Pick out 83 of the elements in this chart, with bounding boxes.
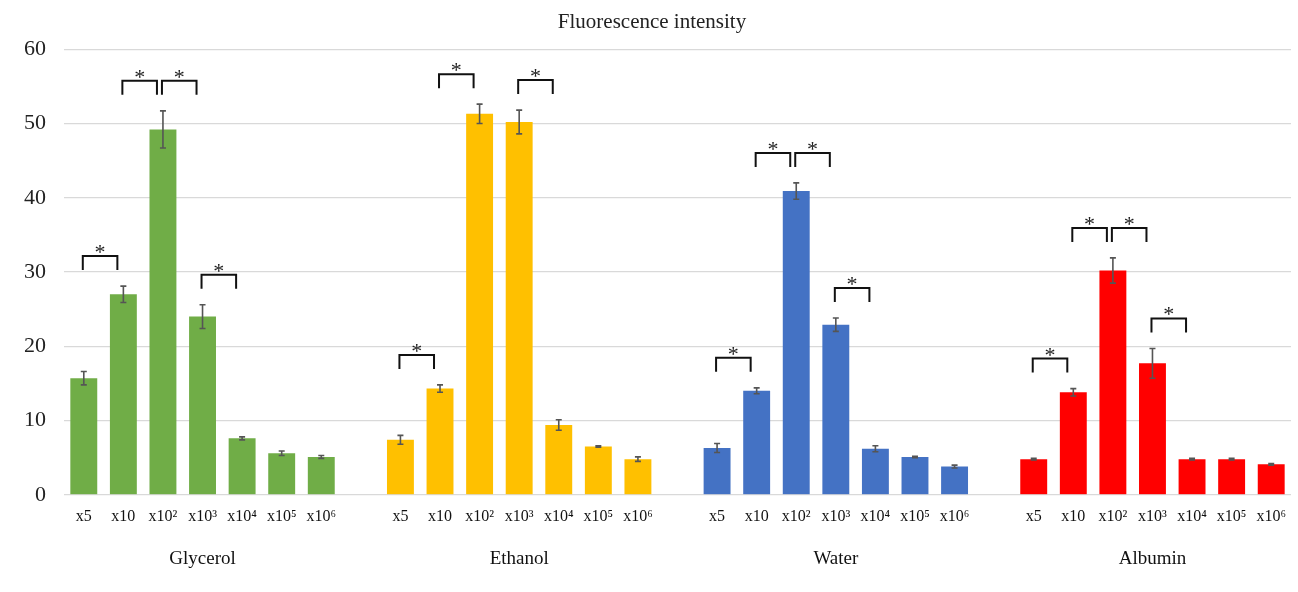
x-tick-label: x10⁴ [227,506,258,524]
bar [307,456,335,495]
annotation: * [213,257,225,283]
annotation: * [529,63,541,89]
chart-title: Fluorescence intensity [557,9,747,34]
bar [386,439,414,495]
x-tick-label: x10⁴ [543,506,574,524]
bar [268,453,296,495]
x-tick-label: x10³ [821,506,851,524]
bar [743,390,771,495]
bar [505,121,533,495]
y-tick-label: 0 [35,480,46,506]
bar [109,294,137,495]
text: Glycerol [169,546,236,568]
annotation: * [94,239,106,265]
bar [703,448,731,495]
x-tick-label: x10⁵ [266,506,297,524]
bar [70,378,98,495]
text: Water [813,546,859,568]
x-tick-label: x10³ [1138,506,1168,524]
annotation: * [807,135,819,161]
x-tick-label: x10 [744,506,769,524]
bar [822,324,850,495]
x-tick-label: x5 [75,506,92,524]
x-tick-label: x10² [1098,506,1128,524]
x-tick-label: x10⁶ [306,506,337,524]
x-tick-label: x10⁶ [1256,506,1286,524]
x-tick-label: x10² [148,506,178,524]
y-tick-label: 40 [24,183,46,209]
bar [545,424,573,495]
bar [1218,459,1246,495]
text: Albumin [1118,546,1187,568]
bar [1059,392,1087,495]
bar [1257,464,1285,495]
x-tick-label: x10³ [504,506,534,524]
annotation: * [767,135,779,161]
annotation: * [1044,341,1056,367]
annotation: * [727,340,739,366]
y-tick-label: 10 [24,406,46,432]
y-tick-label: 20 [24,332,46,358]
bar [1020,459,1048,495]
x-tick-label: x10⁵ [1216,506,1247,524]
bar [426,388,454,495]
bar [782,191,810,495]
x-tick-label: x10³ [188,506,218,524]
bar [466,113,494,495]
annotation: * [173,63,185,89]
x-tick-label: x10⁶ [939,506,970,524]
x-tick-label: x10² [465,506,495,524]
annotation: * [450,57,462,83]
x-tick-label: x10 [428,506,453,524]
bar [584,446,612,495]
x-tick-label: x10⁴ [860,506,891,524]
annotation: * [134,63,146,89]
x-tick-label: x10 [111,506,136,524]
bar [941,466,969,495]
annotation: * [411,337,423,363]
x-tick-label: x5 [709,506,726,524]
bar [901,456,929,495]
bar [861,448,889,495]
annotation: * [846,271,858,297]
annotation: * [1123,210,1135,236]
y-tick-label: 60 [24,34,46,60]
x-tick-label: x10 [1061,506,1086,524]
x-tick-label: x10² [781,506,811,524]
bar [624,459,652,495]
x-tick-label: x5 [392,506,409,524]
x-tick-label: x10⁴ [1177,506,1208,524]
x-tick-label: x10⁶ [623,506,653,524]
bar [1099,270,1127,495]
bar [1139,363,1166,495]
text: Ethanol [489,546,549,568]
x-tick-label: x10⁵ [583,506,614,524]
bar [189,316,216,495]
y-tick-label: 30 [24,257,46,283]
bar [228,438,256,495]
x-tick-label: x10⁵ [900,506,930,524]
bar [1178,459,1206,495]
x-tick-label: x5 [1025,506,1042,524]
bar [149,129,177,495]
annotation: * [1084,210,1096,236]
annotation: * [1163,301,1175,327]
y-tick-label: 50 [24,109,46,135]
